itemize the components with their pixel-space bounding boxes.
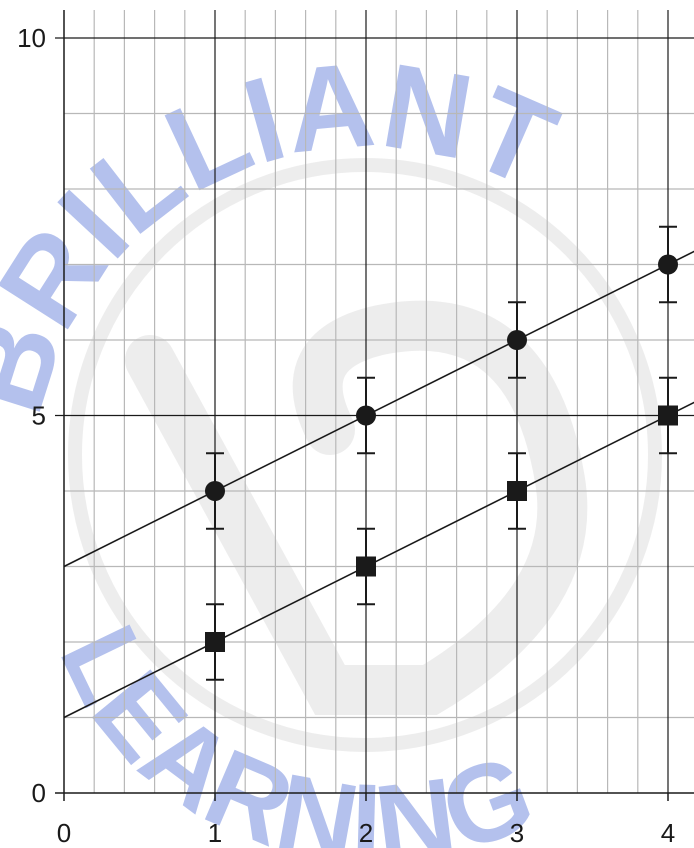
data-point-circle (658, 254, 678, 275)
data-point-circle (205, 481, 225, 501)
tick-labels: 0 1 2 3 4 0 5 10 (17, 23, 675, 848)
watermark: BRILLIANT LEARNING (0, 37, 662, 848)
x-tick-label: 2 (359, 818, 373, 848)
x-tick-label: 0 (57, 818, 71, 848)
fit-line (63, 401, 694, 719)
x-tick-label: 3 (510, 818, 524, 848)
minor-grid (64, 10, 694, 793)
data-point-circle (356, 405, 376, 426)
watermark-logo (125, 300, 588, 715)
data-point-circle (507, 330, 527, 350)
data-point-square (507, 481, 527, 501)
data-point-square (658, 405, 678, 426)
x-tick-label: 4 (661, 818, 675, 848)
axes (55, 10, 694, 801)
y-tick-label: 0 (32, 778, 46, 808)
data-point-square (356, 556, 376, 577)
markers (205, 254, 678, 652)
x-tick-label: 1 (208, 818, 222, 848)
fit-lines (63, 250, 694, 719)
watermark-ring (68, 158, 662, 752)
y-tick-label: 10 (17, 23, 46, 53)
y-tick-label: 5 (32, 401, 46, 431)
fit-line (63, 250, 694, 568)
data-point-square (205, 632, 225, 652)
